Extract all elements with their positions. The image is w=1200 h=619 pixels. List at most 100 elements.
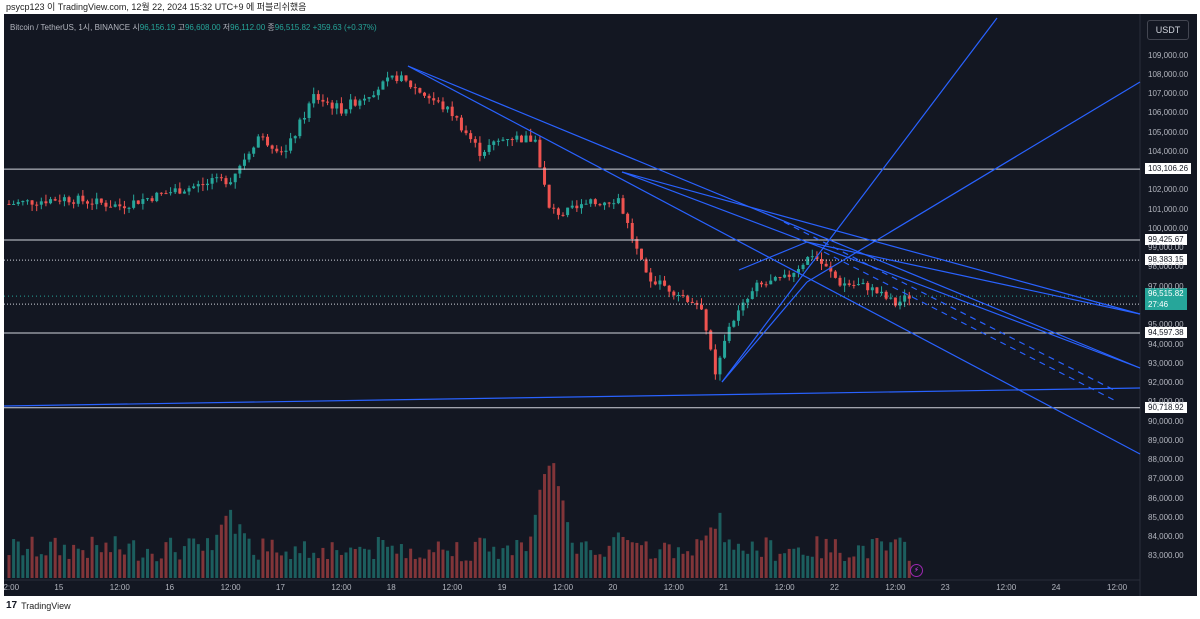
time-tick-label: 12:00 [553,583,574,592]
volume-bar [506,545,510,578]
candle-body [538,139,542,168]
tradingview-logo-icon[interactable]: 17 [6,600,18,611]
volume-bar [616,532,620,578]
volume-bar [409,548,413,578]
candle-body [880,291,884,294]
volume-bar [85,557,89,578]
volume-bar [464,560,468,578]
publish-info: psycp123 이 TradingView.com, 12월 22, 2024… [6,2,307,12]
volume-bar [118,549,122,578]
candle-body [566,207,570,216]
price-tick-label: 90,000.00 [1148,416,1184,426]
volume-bar [589,550,593,578]
candle-body [690,301,694,304]
currency-button[interactable]: USDT [1147,20,1189,40]
candle-body [242,159,246,166]
volume-bar [127,543,131,578]
volume-bar [690,555,694,578]
volume-bar [289,559,293,578]
candle-body [404,75,408,81]
level-price-tag: 90,718.92 [1145,401,1187,413]
price-tick-label: 97,000.00 [1148,281,1184,291]
bar-countdown: 27:46 [1148,300,1169,310]
candle-body [330,102,334,109]
volume-bar [455,542,459,578]
volume-bar [552,463,556,578]
candle-body [247,153,251,160]
candle-body [298,119,302,137]
candle-body [238,165,242,174]
trendline [721,17,998,383]
candle-body [275,148,279,152]
candle-body [644,259,648,273]
time-tick-label: 23 [940,583,950,592]
level-price-tag: 98,383.15 [1145,254,1187,266]
candle-body [843,283,847,286]
candle-body [279,151,283,153]
candle-body [39,201,43,205]
volume-bar [182,546,186,578]
candle-body [169,192,173,194]
volume-bar [672,558,676,578]
candle-body [215,177,219,179]
price-chart[interactable] [4,14,1197,596]
price-tick-label: 98,000.00 [1148,262,1184,272]
candle-body [639,248,643,260]
candle-body [109,206,113,208]
volume-bar [247,538,251,578]
footer-brand[interactable]: TradingView [21,600,71,611]
candle-body [459,117,463,131]
volume-bar [732,549,736,578]
change-value: +359.63 (+0.37%) [312,23,377,32]
price-tick-label: 100,000.00 [1148,223,1189,233]
last-price-value: 96,515.82 [1148,289,1184,299]
volume-bar [432,552,436,578]
candle-body [446,106,450,110]
volume-bar [53,537,57,578]
candle-body [704,309,708,331]
candle-body [104,202,108,207]
volume-bar [704,535,708,578]
volume-bar [372,558,376,578]
symbol-name[interactable]: Bitcoin / TetherUS, 1시, BINANCE [10,23,131,32]
volume-bar [570,542,574,578]
chart-frame[interactable]: Bitcoin / TetherUS, 1시, BINANCE 시96,156.… [4,14,1197,596]
volume-bar [39,554,43,578]
volume-bar [496,558,500,578]
volume-bar [561,500,565,578]
candle-body [483,151,487,156]
volume-bar [418,557,422,578]
volume-bar [903,541,907,578]
candle-body [122,206,126,209]
candle-body [386,77,390,82]
candle-body [575,205,579,209]
candle-body [764,284,768,286]
candle-body [852,284,856,286]
volume-bar [7,555,11,578]
volume-bar [99,552,103,578]
lightning-icon[interactable]: ⚡ [910,564,923,577]
volume-bar [238,524,242,578]
volume-bar [653,558,657,578]
candle-body [372,95,376,98]
volume-bar [566,522,570,578]
volume-bar [815,536,819,578]
candle-body [570,205,574,208]
volume-bar [95,545,99,578]
volume-bar [261,538,265,578]
candle-body [67,197,71,203]
volume-bar [773,560,777,578]
candle-body [455,116,459,118]
volume-bar [67,558,71,578]
volume-bar [635,542,639,578]
candle-body [736,310,740,321]
volume-bar [62,544,66,578]
candle-body [487,144,491,152]
candle-body [713,349,717,375]
candle-body [755,282,759,292]
volume-bar [81,550,85,578]
volume-bar [16,541,20,578]
volume-bar [626,540,630,578]
level-price-tag: 94,597.38 [1145,327,1187,338]
volume-bar [427,549,431,578]
